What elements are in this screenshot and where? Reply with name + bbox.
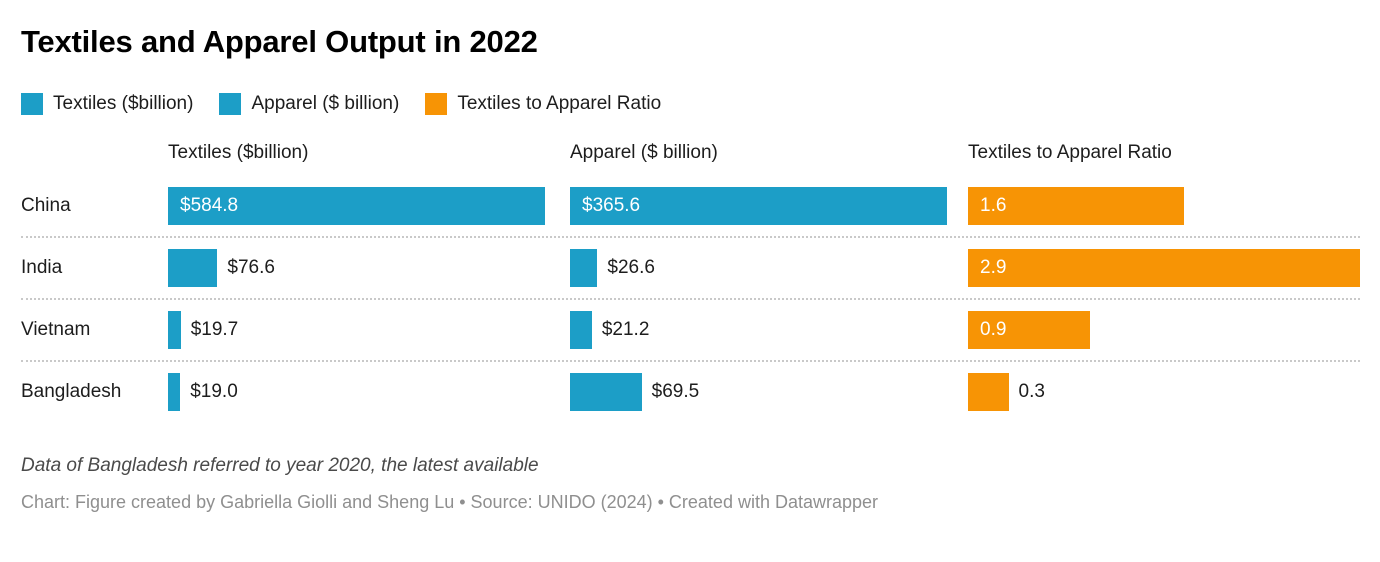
bar-value-bangladesh-apparel: $69.5	[651, 381, 700, 402]
bar-bangladesh-apparel	[570, 373, 642, 411]
table-row-india: India $76.6 $26.6 2.9	[21, 238, 1360, 300]
bar-cell-india-ratio: 2.9	[968, 249, 1360, 287]
row-label-china: China	[21, 195, 71, 216]
legend-item-apparel: Apparel ($ billion)	[219, 93, 399, 115]
bar-bangladesh-ratio	[968, 373, 1009, 411]
chart-note: Data of Bangladesh referred to year 2020…	[21, 455, 539, 476]
bar-cell-china-ratio: 1.6	[968, 187, 1360, 225]
bar-value-india-textiles: $76.6	[227, 257, 275, 278]
legend-swatch-ratio-icon	[425, 93, 448, 115]
bar-value-china-textiles: $584.8	[180, 195, 239, 216]
legend-item-ratio: Textiles to Apparel Ratio	[425, 93, 661, 115]
bar-cell-bangladesh-textiles: $19.0	[168, 373, 545, 411]
bar-cell-vietnam-textiles: $19.7	[168, 311, 545, 349]
bar-bangladesh-textiles	[168, 373, 181, 411]
column-header-textiles: Textiles ($billion)	[168, 142, 309, 163]
column-header-apparel: Apparel ($ billion)	[570, 142, 718, 163]
bar-value-bangladesh-textiles: $19.0	[190, 381, 238, 402]
table-row-vietnam: Vietnam $19.7 $21.2 0.9	[21, 300, 1360, 362]
bar-cell-bangladesh-ratio: 0.3	[968, 373, 1360, 411]
row-label-bangladesh: Bangladesh	[21, 381, 122, 402]
bar-value-vietnam-textiles: $19.7	[190, 319, 239, 340]
bar-india-textiles	[168, 249, 218, 287]
bar-vietnam-apparel	[570, 311, 592, 349]
bar-india-ratio	[968, 249, 1360, 287]
column-header-row: Textiles ($billion) Apparel ($ billion) …	[21, 142, 1360, 164]
header-spacer	[21, 142, 168, 164]
column-header-ratio: Textiles to Apparel Ratio	[968, 142, 1172, 163]
row-label-india: India	[21, 257, 63, 278]
bar-cell-india-textiles: $76.6	[168, 249, 545, 287]
bar-cell-china-apparel: $365.6	[570, 187, 947, 225]
bar-value-china-ratio: 1.6	[980, 195, 1007, 216]
bar-value-bangladesh-ratio: 0.3	[1018, 381, 1045, 402]
bar-value-vietnam-apparel: $21.2	[601, 319, 650, 340]
table-row-bangladesh: Bangladesh $19.0 $69.5 0.3	[21, 362, 1360, 422]
bar-china-ratio	[968, 187, 1185, 225]
legend-label-textiles: Textiles ($billion)	[53, 93, 194, 114]
row-label-vietnam: Vietnam	[21, 319, 91, 340]
chart-byline: Chart: Figure created by Gabriella Gioll…	[21, 492, 879, 512]
bar-india-apparel	[570, 249, 598, 287]
bar-china-textiles	[168, 187, 545, 225]
bar-cell-china-textiles: $584.8	[168, 187, 545, 225]
legend-label-apparel: Apparel ($ billion)	[251, 93, 400, 114]
table-row-china: China $584.8 $365.6 1.6	[21, 176, 1360, 238]
bar-china-apparel	[570, 187, 947, 225]
bar-value-vietnam-ratio: 0.9	[980, 319, 1007, 340]
legend-label-ratio: Textiles to Apparel Ratio	[457, 93, 662, 114]
bar-value-india-apparel: $26.6	[607, 257, 655, 278]
legend-swatch-textiles-icon	[21, 93, 43, 115]
legend: Textiles ($billion) Apparel ($ billion) …	[21, 93, 1360, 115]
bar-cell-bangladesh-apparel: $69.5	[570, 373, 947, 411]
chart-container: Textiles and Apparel Output in 2022 Text…	[0, 24, 1380, 513]
bar-value-china-apparel: $365.6	[582, 195, 641, 216]
chart-title: Textiles and Apparel Output in 2022	[21, 24, 538, 59]
bar-value-india-ratio: 2.9	[980, 257, 1007, 278]
legend-item-textiles: Textiles ($billion)	[21, 93, 193, 115]
bar-cell-vietnam-ratio: 0.9	[968, 311, 1360, 349]
bar-vietnam-ratio	[968, 311, 1090, 349]
bar-vietnam-textiles	[168, 311, 181, 349]
bar-cell-india-apparel: $26.6	[570, 249, 947, 287]
legend-swatch-apparel-icon	[219, 93, 242, 115]
chart-body: Textiles ($billion) Apparel ($ billion) …	[21, 142, 1360, 422]
bar-cell-vietnam-apparel: $21.2	[570, 311, 947, 349]
